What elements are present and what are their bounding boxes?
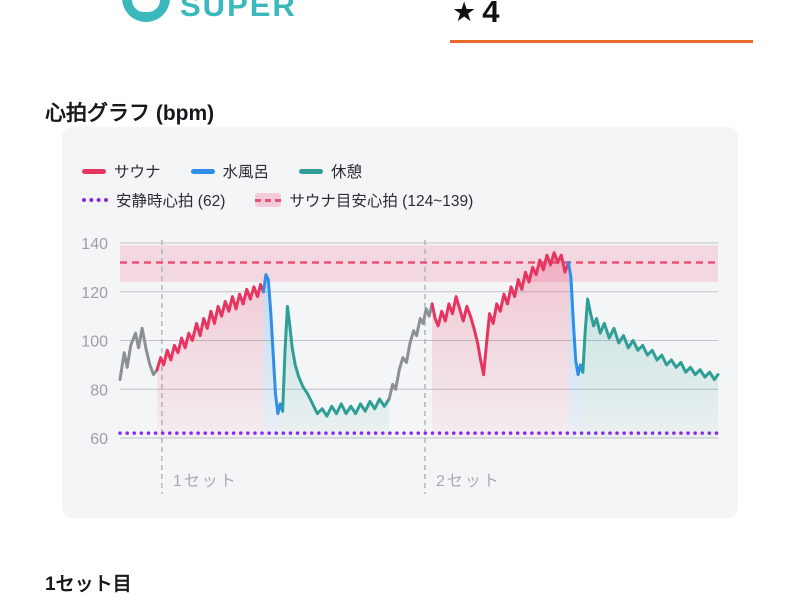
- water-line-swatch-icon: [190, 168, 215, 174]
- svg-text:2セット: 2セット: [436, 473, 501, 490]
- legend-label: 安静時心拍 (62): [116, 193, 226, 210]
- svg-text:140: 140: [81, 236, 108, 253]
- legend-item-water: 水風呂: [190, 160, 270, 182]
- target-hr-band-swatch-icon: [255, 193, 282, 207]
- legend-label: サウナ目安心拍 (124~139): [289, 193, 474, 210]
- brand-name: SUPER: [180, 0, 297, 23]
- heart-rate-chart: 60 80 100 120 140 1セット 2セット: [81, 236, 720, 494]
- heart-rate-section-title: 心拍グラフ (bpm): [45, 102, 215, 126]
- rating: ★ 4: [452, 0, 499, 30]
- star-icon: ★: [452, 0, 477, 27]
- legend-label: サウナ: [114, 164, 161, 181]
- rating-underline: [450, 40, 753, 43]
- legend-item-resting-hr: 安静時心拍 (62): [82, 189, 225, 211]
- sauna-line-swatch-icon: [82, 168, 106, 174]
- resting-hr-dotted-swatch-icon: [82, 198, 108, 202]
- rest-line-swatch-icon: [299, 168, 324, 174]
- svg-text:120: 120: [81, 285, 108, 302]
- svg-text:80: 80: [90, 382, 108, 399]
- legend-item-target-hr: サウナ目安心拍 (124~139): [255, 189, 473, 211]
- legend-row-reference: 安静時心拍 (62) サウナ目安心拍 (124~139): [82, 189, 473, 211]
- legend-item-rest: 休憩: [299, 160, 362, 182]
- svg-text:1セット: 1セット: [173, 473, 238, 490]
- legend-label: 休憩: [331, 164, 363, 181]
- brand-logo-icon: [122, 0, 170, 22]
- legend-label: 水風呂: [222, 164, 270, 181]
- legend-item-sauna: サウナ: [82, 160, 161, 182]
- set1-section-title: 1セット目: [45, 574, 132, 595]
- svg-text:100: 100: [81, 334, 108, 351]
- rating-value: 4: [482, 0, 500, 29]
- svg-text:60: 60: [90, 431, 108, 448]
- heart-rate-chart-card: 60 80 100 120 140 1セット 2セット サウナ 水風呂 休憩 安静時心拍 (…: [62, 127, 738, 518]
- legend-row-phases: サウナ 水風呂 休憩: [82, 160, 362, 182]
